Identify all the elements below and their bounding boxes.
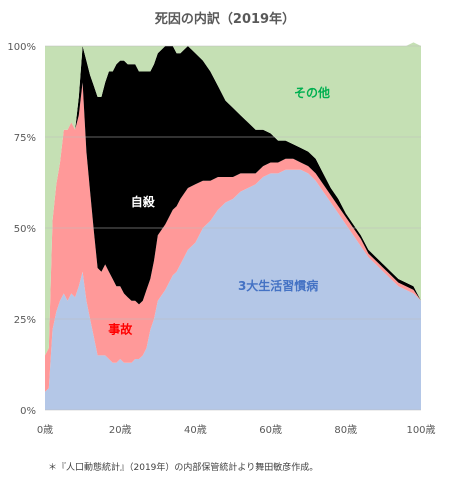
grid-lines [45,45,421,411]
series-label-1: 自殺 [131,194,156,209]
area-series-3 [45,42,421,356]
y-tick-label: 0% [20,406,36,417]
y-tick-label: 25% [14,315,36,326]
x-tick-label: 100歳 [406,424,435,436]
chart-title: 死因の内訳（2019年） [155,11,295,27]
y-tick-label: 50% [14,224,36,235]
y-tick-label: 75% [14,133,36,144]
source-note: ＊『人口動態統計』（2019年）の内部保管統計より舞田敏彦作成。 [48,461,318,473]
area-series-2 [45,46,421,356]
x-tick-label: 0歳 [37,424,53,436]
x-axis: 0歳 20歳 40歳 60歳 80歳 100歳 [37,424,436,436]
series-label-2: 3大生活習慣病 [238,278,318,293]
x-tick-label: 20歳 [109,424,132,436]
y-axis: 0% 25% 50% 75% 100% [7,42,36,417]
area-series-1 [45,82,421,392]
y-tick-label: 100% [7,42,36,53]
x-tick-label: 80歳 [334,424,357,436]
series-label-0: その他 [294,85,330,100]
x-tick-label: 60歳 [259,424,282,436]
area-series-0 [45,169,421,410]
series-label-3: 事故 [108,322,133,337]
area-layers [45,42,421,410]
x-tick-label: 40歳 [184,424,207,436]
